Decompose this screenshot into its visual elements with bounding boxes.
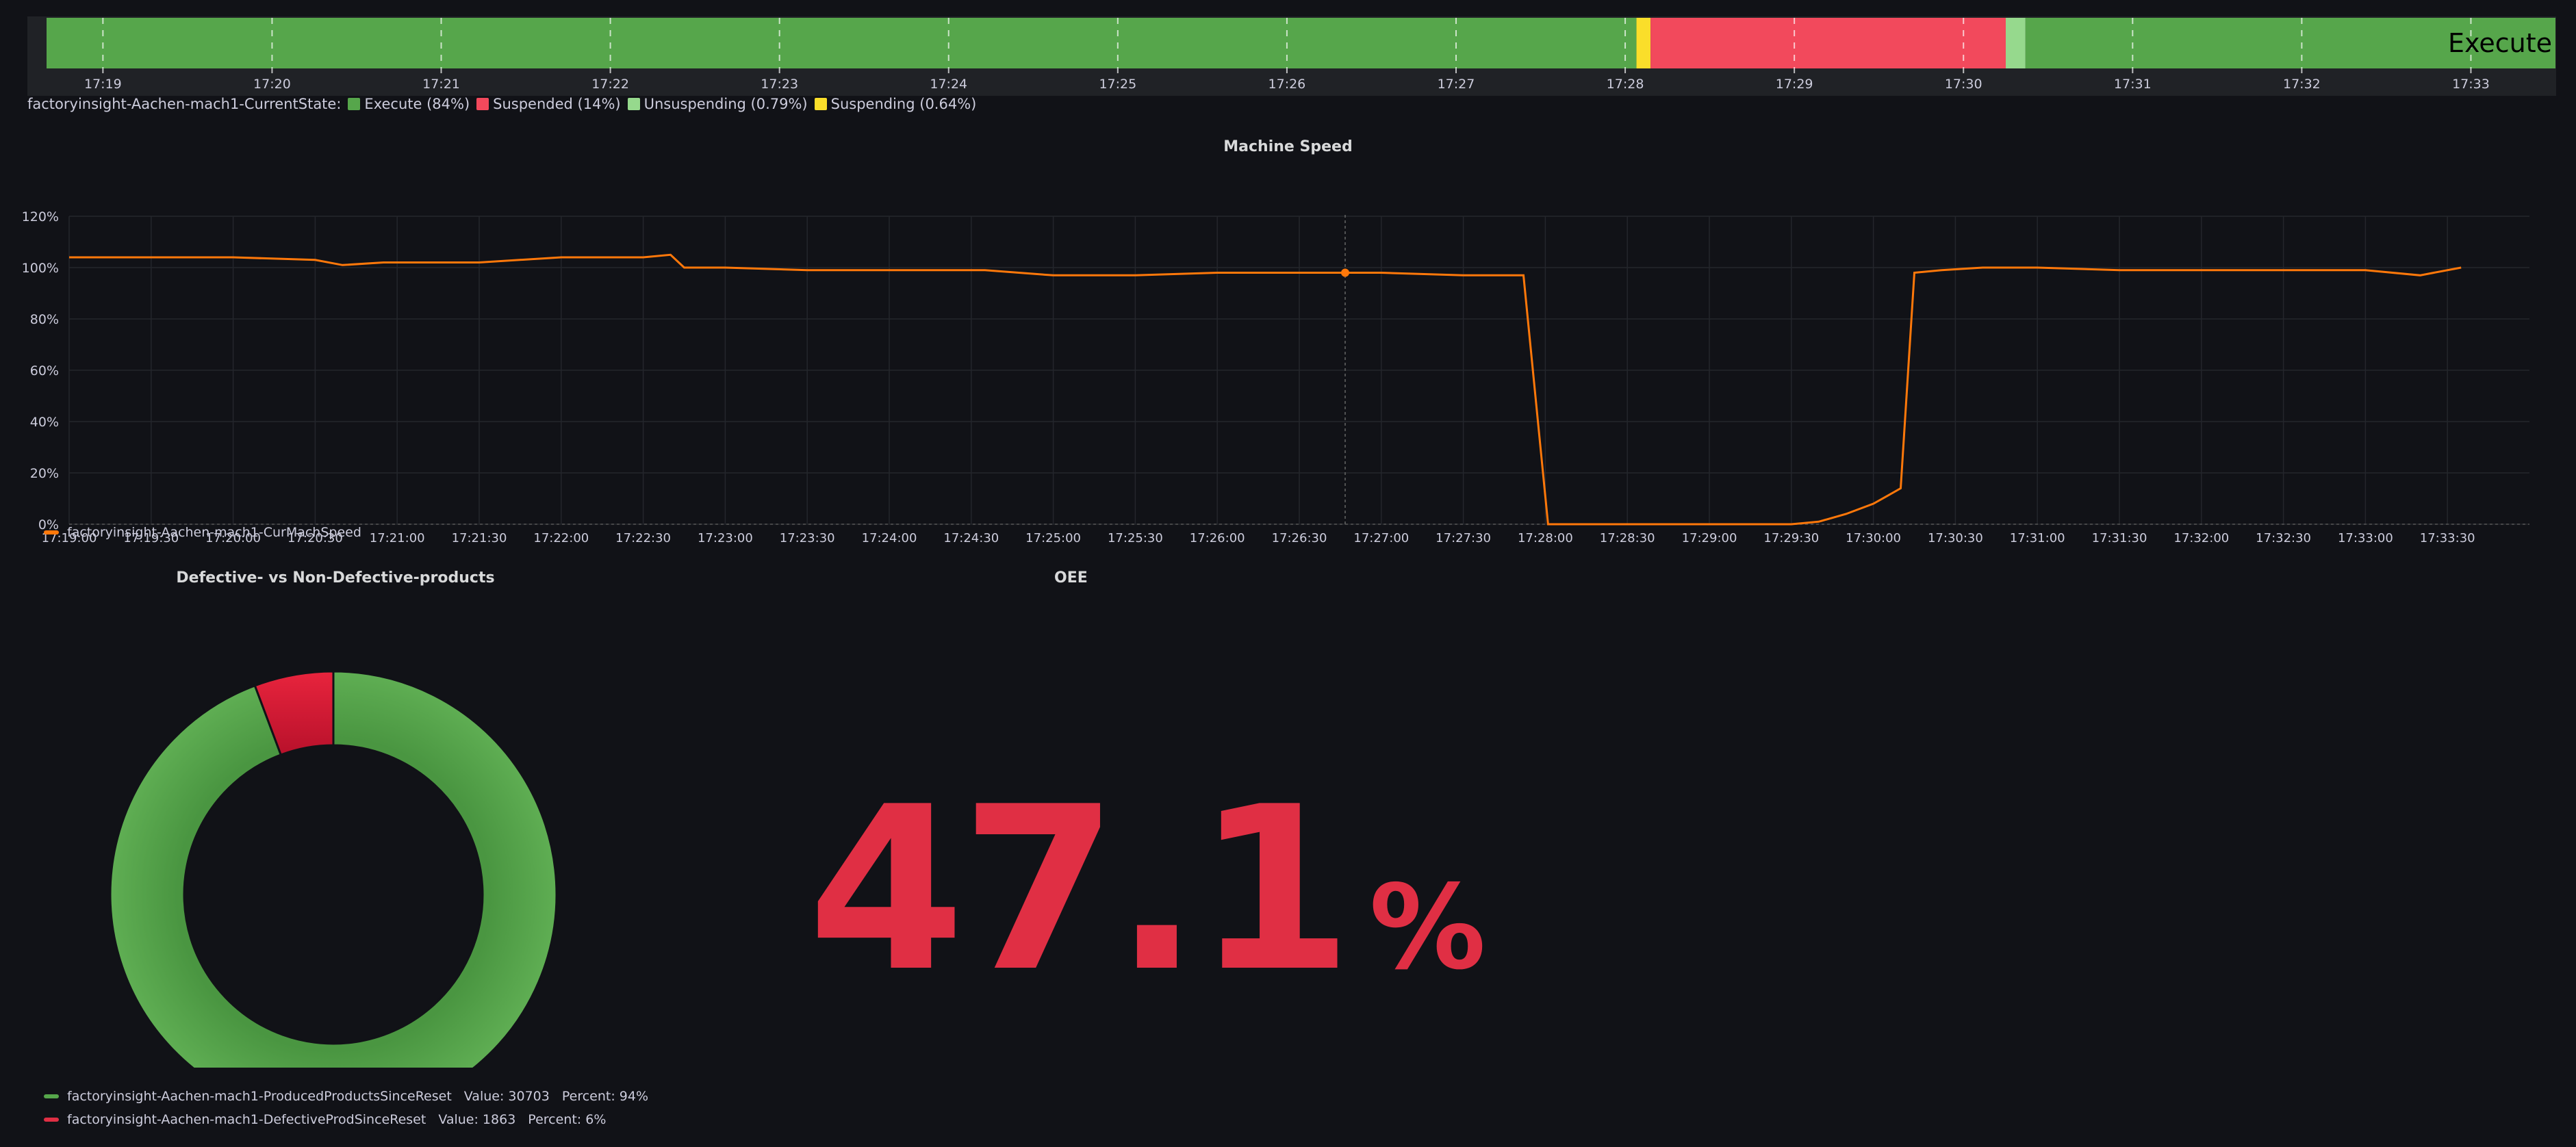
speed-xtick-label: 17:26:30 [1272, 531, 1327, 545]
defective-donut-chart [109, 670, 558, 1068]
defective-products-title: Defective- vs Non-Defective-products [176, 569, 495, 587]
state-segment-suspending[interactable] [1636, 18, 1651, 68]
speed-ytick-label: 40% [30, 415, 59, 430]
pie-legend-value: Value: 30703 [463, 1089, 550, 1104]
state-timeline-chart: 17:19 17:20 17:21 17:22 17:23 17:24 17:25 17:26… [27, 16, 2556, 96]
state-legend-item[interactable]: Suspended (14%) [493, 96, 621, 112]
produced-products-slice[interactable] [109, 670, 558, 1068]
speed-series-line [69, 253, 2462, 526]
state-legend-swatch [814, 98, 827, 110]
speed-xtick-label: 17:19:00 [42, 531, 97, 545]
timeline-tick-label: 17:27 [1438, 77, 1475, 92]
speed-ytick-label: 0% [38, 517, 59, 532]
speed-ytick-label: 20% [30, 466, 59, 481]
speed-xtick-label: 17:27:00 [1353, 531, 1409, 545]
speed-legend-swatch [44, 530, 59, 534]
speed-xtick-label: 17:22:00 [533, 531, 589, 545]
speed-xtick-label: 17:24:00 [862, 531, 917, 545]
speed-xtick-label: 17:22:30 [615, 531, 671, 545]
machine-speed-legend[interactable]: factoryinsight-Aachen-mach1-CurMachSpeed [44, 525, 361, 540]
timeline-tick-label: 17:28 [1607, 77, 1644, 92]
timeline-tick-label: 17:26 [1268, 77, 1306, 92]
state-legend-item[interactable]: Execute (84%) [364, 96, 470, 112]
timeline-tick-label: 17:30 [1945, 77, 1982, 92]
timeline-tick-label: 17:29 [1776, 77, 1813, 92]
timeline-tick-label: 17:19 [84, 77, 122, 92]
oee-number: 47.1 [808, 758, 1353, 1021]
speed-xtick-label: 17:28:00 [1518, 531, 1573, 545]
defective-products-panel: Defective- vs Non-Defective-products fac… [0, 561, 671, 1147]
state-timeline-legend: factoryinsight-Aachen-mach1-CurrentState… [27, 96, 976, 112]
speed-ytick-label: 80% [30, 312, 59, 327]
pie-legend-name: factoryinsight-Aachen-mach1-DefectivePro… [67, 1112, 426, 1127]
state-segment-suspended[interactable] [1650, 18, 2006, 68]
speed-xtick-label: 17:29:30 [1763, 531, 1819, 545]
speed-xtick-label: 17:31:00 [2010, 531, 2065, 545]
state-legend-title: factoryinsight-Aachen-mach1-CurrentState… [27, 96, 342, 112]
state-legend-item[interactable]: Suspending (0.64%) [830, 96, 977, 112]
speed-ytick-label: 100% [22, 261, 59, 276]
oee-title: OEE [1054, 569, 1088, 587]
speed-xtick-label: 17:26:00 [1190, 531, 1245, 545]
state-segment-execute[interactable] [47, 18, 1637, 68]
pie-legend-percent: Percent: 6% [528, 1112, 607, 1127]
speed-xtick-label: 17:33:30 [2420, 531, 2475, 545]
timeline-bar-label: Execute [2448, 28, 2552, 58]
timeline-tick-label: 17:32 [2283, 77, 2321, 92]
oee-stat-value: 47.1 % [808, 777, 1486, 1003]
timeline-tick-label: 17:24 [930, 77, 967, 92]
speed-xtick-label: 17:21:30 [452, 531, 507, 545]
speed-xtick-label: 17:20:30 [288, 531, 343, 545]
timeline-tick-label: 17:22 [591, 77, 629, 92]
state-legend-swatch [348, 98, 361, 110]
speed-xtick-label: 17:32:00 [2173, 531, 2229, 545]
speed-xtick-label: 17:19:30 [123, 531, 179, 545]
timeline-tick-label: 17:20 [253, 77, 291, 92]
timeline-tick-label: 17:31 [2114, 77, 2152, 92]
speed-xtick-label: 17:27:30 [1436, 531, 1491, 545]
state-segment-execute[interactable] [2025, 18, 2555, 68]
speed-xtick-label: 17:30:00 [1846, 531, 1901, 545]
defective-products-legend: factoryinsight-Aachen-mach1-ProducedProd… [44, 1085, 648, 1131]
pie-legend-name: factoryinsight-Aachen-mach1-ProducedProd… [67, 1089, 452, 1104]
speed-xtick-label: 17:24:30 [943, 531, 999, 545]
oee-unit: % [1369, 860, 1486, 996]
speed-xtick-label: 17:31:30 [2092, 531, 2147, 545]
timeline-tick-label: 17:23 [761, 77, 798, 92]
state-legend-swatch [476, 98, 489, 110]
speed-xtick-label: 17:25:00 [1025, 531, 1081, 545]
oee-panel: OEE [671, 561, 2576, 1147]
pie-legend-value: Value: 1863 [438, 1112, 516, 1127]
speed-ytick-label: 60% [30, 363, 59, 378]
timeline-tick-label: 17:25 [1099, 77, 1136, 92]
pie-legend-swatch [44, 1118, 59, 1122]
state-legend-item[interactable]: Unsuspending (0.79%) [643, 96, 808, 112]
pie-legend-percent: Percent: 94% [561, 1089, 649, 1104]
speed-ytick-label: 120% [22, 209, 59, 224]
speed-xtick-label: 17:21:00 [370, 531, 425, 545]
timeline-tick-label: 17:21 [422, 77, 460, 92]
speed-xtick-label: 17:32:30 [2256, 531, 2311, 545]
pie-legend-item[interactable]: factoryinsight-Aachen-mach1-DefectivePro… [44, 1108, 648, 1131]
hover-point [1341, 268, 1349, 277]
state-segment-unsuspending[interactable] [2005, 18, 2026, 68]
speed-legend-label: factoryinsight-Aachen-mach1-CurMachSpeed [67, 525, 361, 540]
defective-products-slice[interactable] [253, 670, 335, 756]
speed-xtick-label: 17:29:00 [1682, 531, 1737, 545]
speed-xtick-label: 17:23:00 [698, 531, 753, 545]
speed-xtick-label: 17:25:30 [1108, 531, 1163, 545]
machine-speed-chart: 0% 20% 40% 60% 80% 100% 120% 17:19:00 17:19:30 1… [22, 209, 2529, 545]
state-legend-swatch [627, 98, 640, 110]
speed-xtick-label: 17:28:30 [1600, 531, 1655, 545]
speed-xtick-label: 17:33:00 [2338, 531, 2393, 545]
pie-legend-item[interactable]: factoryinsight-Aachen-mach1-ProducedProd… [44, 1085, 648, 1108]
timeline-tick-label: 17:33 [2452, 77, 2490, 92]
speed-xtick-label: 17:30:30 [1928, 531, 1983, 545]
pie-legend-swatch [44, 1094, 59, 1098]
speed-xtick-label: 17:23:30 [780, 531, 835, 545]
machine-speed-title: Machine Speed [1223, 138, 1353, 155]
state-timeline-panel: 17:19 17:20 17:21 17:22 17:23 17:24 17:25 17:26… [0, 0, 2576, 123]
machine-speed-panel: Machine Speed 0% 20% 40% 60% 80% 100% 120% 17:… [0, 130, 2576, 554]
speed-xtick-label: 17:20:00 [205, 531, 261, 545]
